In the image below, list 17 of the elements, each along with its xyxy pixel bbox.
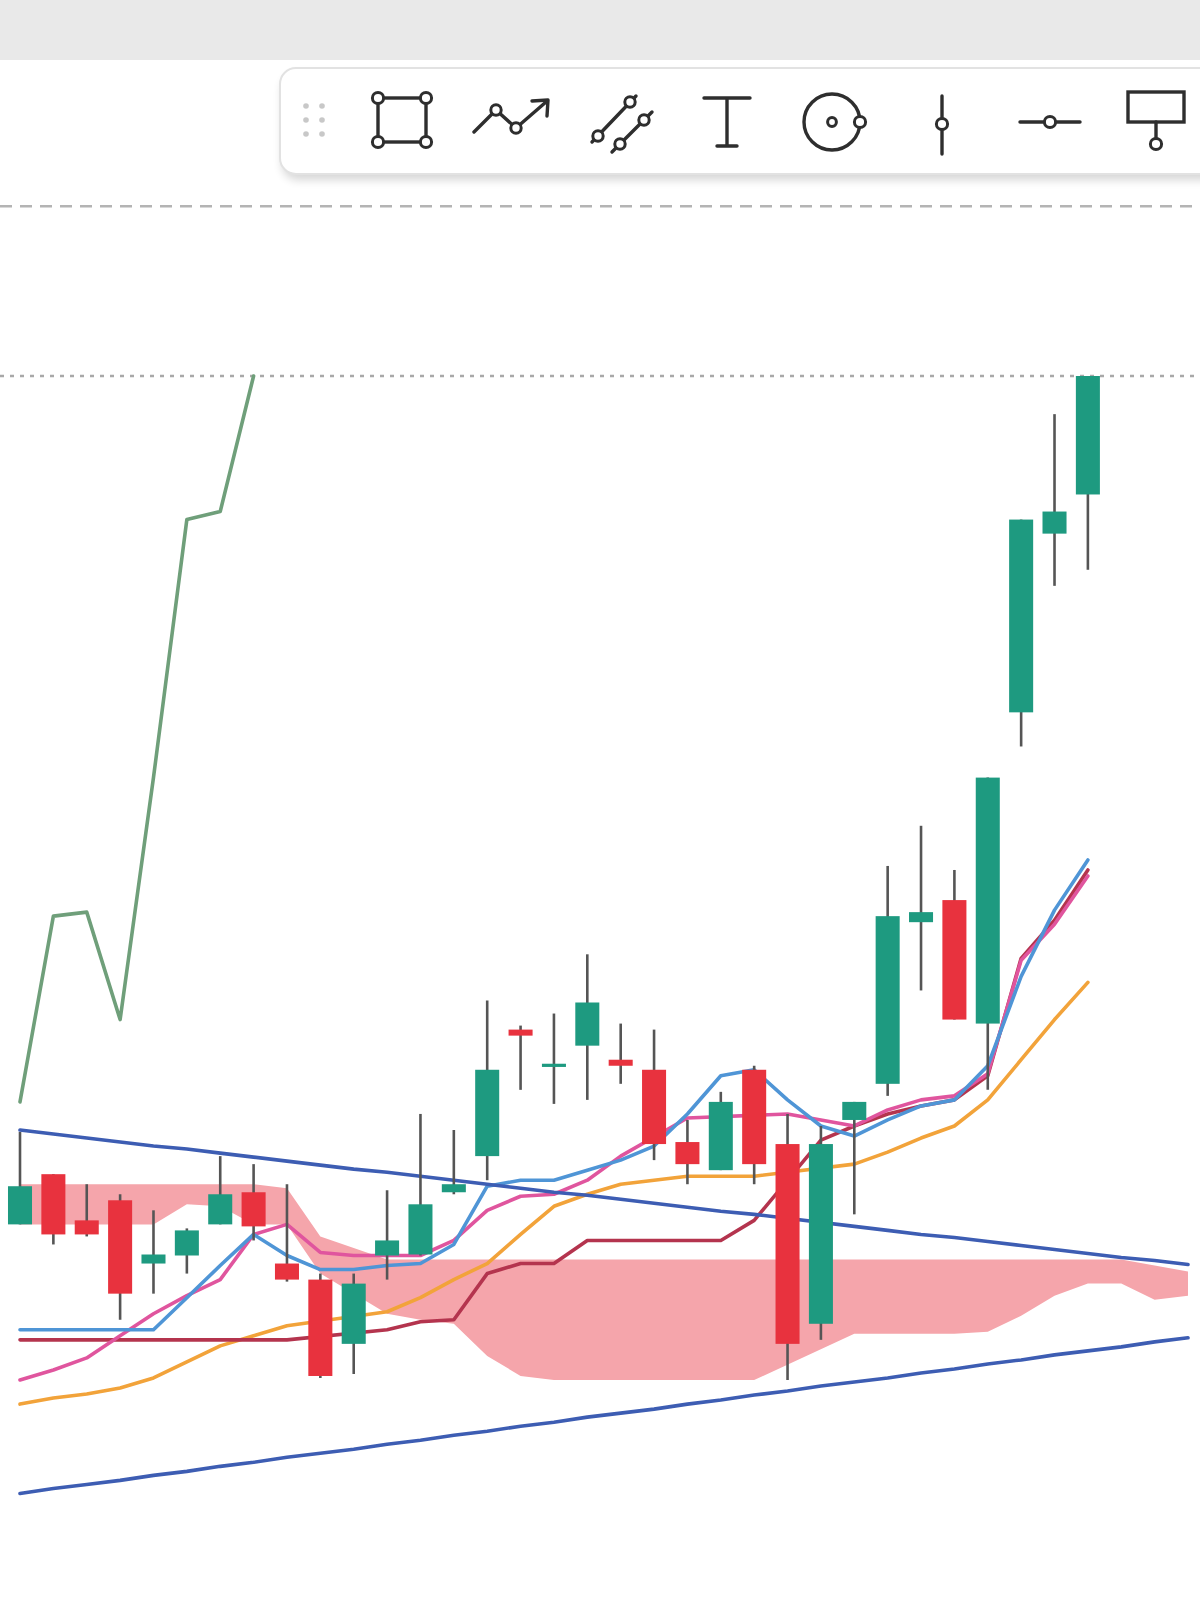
candlestick: [909, 824, 934, 992]
candlestick: [508, 1024, 533, 1092]
candlestick: [7, 1130, 33, 1226]
candlestick: [541, 1012, 566, 1106]
candlestick: [375, 1188, 400, 1281]
candlestick: [74, 1182, 99, 1238]
candlestick: [575, 953, 600, 1102]
candlestick: [208, 1154, 233, 1226]
candlestick: [241, 1162, 266, 1242]
candlestick: [675, 1118, 700, 1186]
candlestick: [274, 1182, 299, 1283]
candlestick: [141, 1209, 166, 1295]
candlestick: [174, 1227, 199, 1275]
candlestick: [441, 1128, 466, 1196]
candlestick: [1042, 412, 1067, 588]
candlestick: [608, 1022, 633, 1086]
candlestick: [842, 1100, 867, 1216]
